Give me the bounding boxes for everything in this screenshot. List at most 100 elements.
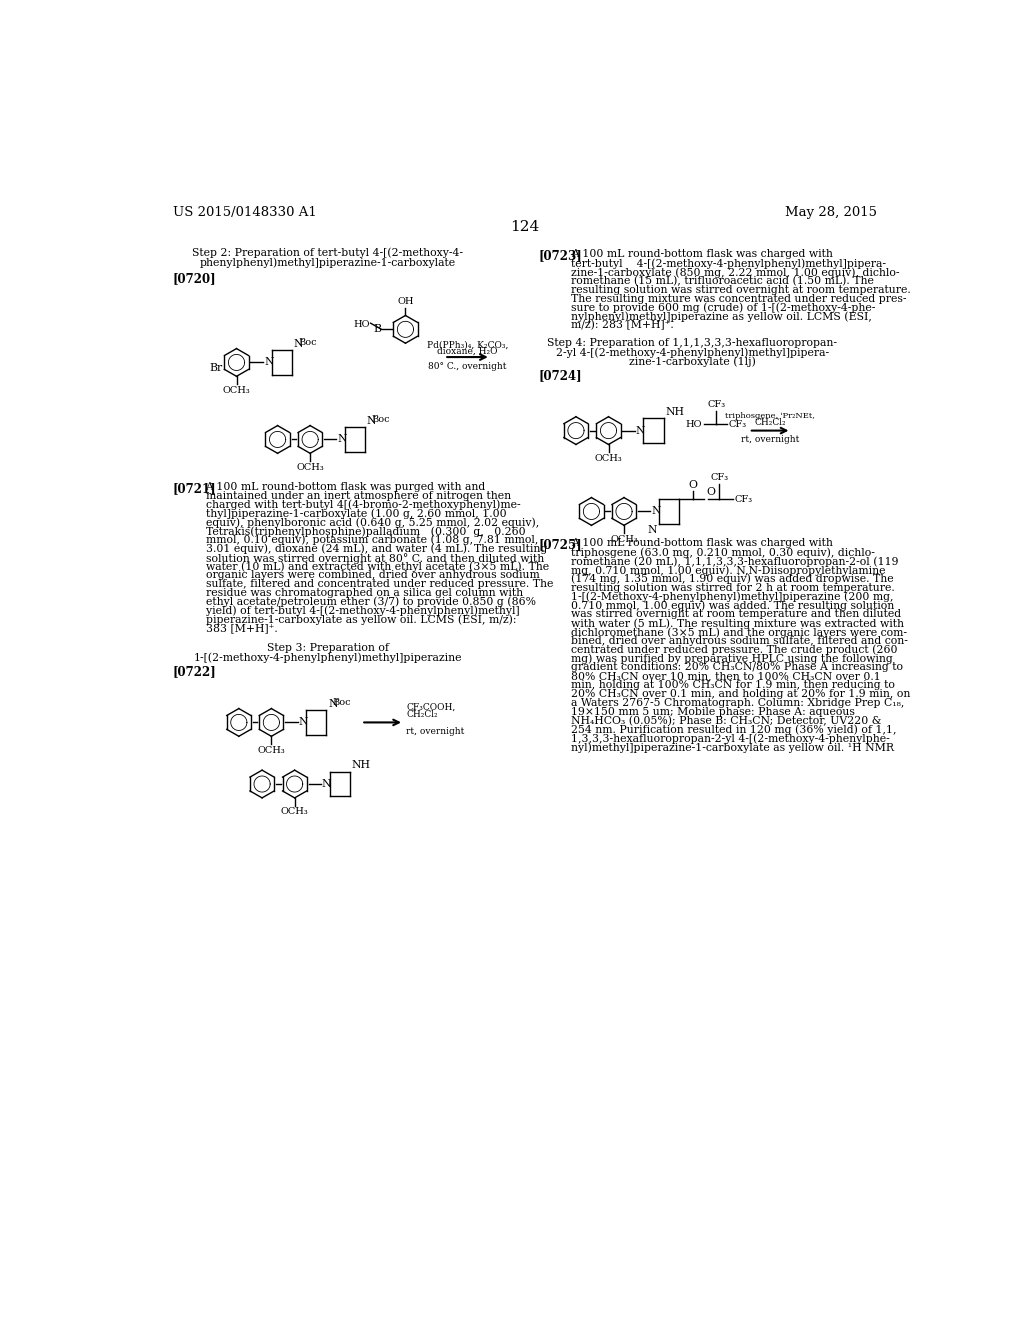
Text: romethane (20 mL), 1,1,1,3,3,3-hexafluoropropan-2-ol (119: romethane (20 mL), 1,1,1,3,3,3-hexafluor… [571,556,899,566]
Text: N: N [651,507,660,516]
Text: [0725]: [0725] [539,539,583,552]
Text: NH₄HCO₃ (0.05%); Phase B: CH₃CN; Detector, UV220 &: NH₄HCO₃ (0.05%); Phase B: CH₃CN; Detecto… [571,715,882,726]
Text: ethyl acetate/petroleum ether (3/7) to provide 0.850 g (86%: ethyl acetate/petroleum ether (3/7) to p… [206,597,536,607]
Text: O: O [707,487,715,496]
Text: N: N [264,358,273,367]
Text: CH₂Cl₂: CH₂Cl₂ [407,710,438,719]
Text: [0723]: [0723] [539,249,583,263]
Text: min, holding at 100% CH₃CN for 1.9 min, then reducing to: min, holding at 100% CH₃CN for 1.9 min, … [571,680,895,690]
Text: 80% CH₃CN over 10 min, then to 100% CH₃CN over 0.1: 80% CH₃CN over 10 min, then to 100% CH₃C… [571,671,881,681]
Text: sulfate, filtered and concentrated under reduced pressure. The: sulfate, filtered and concentrated under… [206,579,553,589]
Text: Br: Br [209,363,222,372]
Text: tert-butyl    4-[(2-methoxy-4-phenylphenyl)methyl]pipera-: tert-butyl 4-[(2-methoxy-4-phenylphenyl)… [571,259,887,269]
Text: Pd(PPh₃)₄, K₂CO₃,: Pd(PPh₃)₄, K₂CO₃, [427,341,508,350]
Text: N: N [328,698,338,709]
Text: HO: HO [686,420,702,429]
Text: CF₃: CF₃ [708,400,725,409]
Text: The resulting mixture was concentrated under reduced pres-: The resulting mixture was concentrated u… [571,293,907,304]
Text: 20% CH₃CN over 0.1 min, and holding at 20% for 1.9 min, on: 20% CH₃CN over 0.1 min, and holding at 2… [571,689,910,698]
Text: yield) of tert-butyl 4-[(2-methoxy-4-phenylphenyl)methyl]: yield) of tert-butyl 4-[(2-methoxy-4-phe… [206,606,519,616]
Text: CH₂Cl₂: CH₂Cl₂ [755,417,785,426]
Text: bined, dried over anhydrous sodium sulfate, filtered and con-: bined, dried over anhydrous sodium sulfa… [571,636,908,645]
Text: mg, 0.710 mmol, 1.00 equiv). N,N-Diisopropylethylamine: mg, 0.710 mmol, 1.00 equiv). N,N-Diisopr… [571,565,886,576]
Text: dichloromethane (3×5 mL) and the organic layers were com-: dichloromethane (3×5 mL) and the organic… [571,627,907,638]
Text: zine-1-carboxylate (1lj): zine-1-carboxylate (1lj) [629,356,756,367]
Text: [0721]: [0721] [173,482,216,495]
Text: romethane (15 mL), trifluoroacetic acid (1.50 mL). The: romethane (15 mL), trifluoroacetic acid … [571,276,874,286]
Text: 124: 124 [510,220,540,234]
Text: nyl)methyl]piperazine-1-carboxylate as yellow oil. ¹H NMR: nyl)methyl]piperazine-1-carboxylate as y… [571,742,894,752]
Text: [0722]: [0722] [173,665,217,677]
Text: Boc: Boc [299,338,317,347]
Text: OCH₃: OCH₃ [296,462,324,471]
Text: A 100 mL round-bottom flask was purged with and: A 100 mL round-bottom flask was purged w… [206,482,485,492]
Text: N: N [322,779,331,789]
Text: [0724]: [0724] [539,370,583,381]
Text: phenylphenyl)methyl]piperazine-1-carboxylate: phenylphenyl)methyl]piperazine-1-carboxy… [200,257,456,268]
Text: 3.01 equiv), dioxane (24 mL), and water (4 mL). The resulting: 3.01 equiv), dioxane (24 mL), and water … [206,544,547,554]
Text: N: N [367,416,376,425]
Text: 2-yl 4-[(2-methoxy-4-phenylphenyl)methyl]pipera-: 2-yl 4-[(2-methoxy-4-phenylphenyl)methyl… [556,347,828,358]
Text: N: N [648,525,657,536]
Text: sure to provide 600 mg (crude) of 1-[(2-methoxy-4-phe-: sure to provide 600 mg (crude) of 1-[(2-… [571,302,876,313]
Text: mmol, 0.10 equiv), potassium carbonate (1.08 g, 7.81 mmol,: mmol, 0.10 equiv), potassium carbonate (… [206,535,538,545]
Text: OCH₃: OCH₃ [610,535,638,544]
Text: NH: NH [665,407,684,417]
Text: (174 mg, 1.35 mmol, 1.90 equiv) was added dropwise. The: (174 mg, 1.35 mmol, 1.90 equiv) was adde… [571,574,894,585]
Text: triphosgene, ⁱPr₂NEt,: triphosgene, ⁱPr₂NEt, [725,412,815,420]
Text: N: N [337,434,347,445]
Text: zine-1-carboxylate (850 mg, 2.22 mmol, 1.00 equiv), dichlo-: zine-1-carboxylate (850 mg, 2.22 mmol, 1… [571,267,900,277]
Text: 1-[(2-Methoxy-4-phenylphenyl)methyl]piperazine (200 mg,: 1-[(2-Methoxy-4-phenylphenyl)methyl]pipe… [571,591,894,602]
Text: triphosgene (63.0 mg, 0.210 mmol, 0.30 equiv), dichlo-: triphosgene (63.0 mg, 0.210 mmol, 0.30 e… [571,548,876,558]
Text: N: N [299,718,308,727]
Text: piperazine-1-carboxylate as yellow oil. LCMS (ESI, m/z):: piperazine-1-carboxylate as yellow oil. … [206,615,516,626]
Text: mg) was purified by preparative HPLC using the following: mg) was purified by preparative HPLC usi… [571,653,893,664]
Text: charged with tert-butyl 4[(4-bromo-2-methoxyphenyl)me-: charged with tert-butyl 4[(4-bromo-2-met… [206,499,520,510]
Text: resulting solution was stirred overnight at room temperature.: resulting solution was stirred overnight… [571,285,911,294]
Text: CF₃: CF₃ [729,420,746,429]
Text: Step 2: Preparation of tert-butyl 4-[(2-methoxy-4-: Step 2: Preparation of tert-butyl 4-[(2-… [193,248,464,259]
Text: organic layers were combined, dried over anhydrous sodium: organic layers were combined, dried over… [206,570,540,581]
Text: A 100 mL round-bottom flask was charged with: A 100 mL round-bottom flask was charged … [571,249,834,259]
Text: HO: HO [353,319,370,329]
Text: maintained under an inert atmosphere of nitrogen then: maintained under an inert atmosphere of … [206,491,511,500]
Text: 19×150 mm 5 um; Mobile phase: Phase A: aqueous: 19×150 mm 5 um; Mobile phase: Phase A: a… [571,706,855,717]
Text: rt, overnight: rt, overnight [407,727,465,737]
Text: CF₃: CF₃ [735,495,753,504]
Text: CF₃COOH,: CF₃COOH, [407,702,456,711]
Text: NH: NH [351,760,371,770]
Text: N: N [636,425,645,436]
Text: solution was stirred overnight at 80° C. and then diluted with: solution was stirred overnight at 80° C.… [206,553,544,564]
Text: OCH₃: OCH₃ [281,807,308,816]
Text: resulting solution was stirred for 2 h at room temperature.: resulting solution was stirred for 2 h a… [571,582,895,593]
Text: was stirred overnight at room temperature and then diluted: was stirred overnight at room temperatur… [571,610,901,619]
Text: 0.710 mmol, 1.00 equiv) was added. The resulting solution: 0.710 mmol, 1.00 equiv) was added. The r… [571,601,895,611]
Text: OH: OH [397,297,414,306]
Text: 383 [M+H]⁺.: 383 [M+H]⁺. [206,623,278,634]
Text: N: N [294,339,303,348]
Text: B: B [374,325,381,334]
Text: a Waters 2767-5 Chromatograph. Column: Xbridge Prep C₁₈,: a Waters 2767-5 Chromatograph. Column: X… [571,698,904,708]
Text: residue was chromatographed on a silica gel column with: residue was chromatographed on a silica … [206,589,522,598]
Text: O: O [688,480,697,490]
Text: gradient conditions: 20% CH₃CN/80% Phase A increasing to: gradient conditions: 20% CH₃CN/80% Phase… [571,663,903,672]
Text: Tetrakis(triphenylphosphine)palladium   (0.300  g,   0.260: Tetrakis(triphenylphosphine)palladium (0… [206,527,525,537]
Text: dioxane, H₂O: dioxane, H₂O [437,347,498,355]
Text: thyl]piperazine-1-carboxylate (1.00 g, 2.60 mmol, 1.00: thyl]piperazine-1-carboxylate (1.00 g, 2… [206,508,506,519]
Text: Boc: Boc [333,698,351,708]
Text: A 100 mL round-bottom flask was charged with: A 100 mL round-bottom flask was charged … [571,539,834,548]
Text: rt, overnight: rt, overnight [741,436,800,445]
Text: 80° C., overnight: 80° C., overnight [428,362,507,371]
Text: Step 3: Preparation of: Step 3: Preparation of [267,643,389,653]
Text: 1,3,3,3-hexafluoropropan-2-yl 4-[(2-methoxy-4-phenylphe-: 1,3,3,3-hexafluoropropan-2-yl 4-[(2-meth… [571,733,890,743]
Text: centrated under reduced pressure. The crude product (260: centrated under reduced pressure. The cr… [571,644,898,655]
Text: equiv), phenylboronic acid (0.640 g, 5.25 mmol, 2.02 equiv),: equiv), phenylboronic acid (0.640 g, 5.2… [206,517,539,528]
Text: OCH₃: OCH₃ [257,746,286,755]
Text: OCH₃: OCH₃ [222,385,251,395]
Text: [0720]: [0720] [173,272,216,285]
Text: CF₃: CF₃ [711,473,728,482]
Text: Boc: Boc [372,414,390,424]
Text: 254 nm. Purification resulted in 120 mg (36% yield) of 1,1,: 254 nm. Purification resulted in 120 mg … [571,725,897,735]
Text: OCH₃: OCH₃ [595,454,623,463]
Text: May 28, 2015: May 28, 2015 [784,206,877,219]
